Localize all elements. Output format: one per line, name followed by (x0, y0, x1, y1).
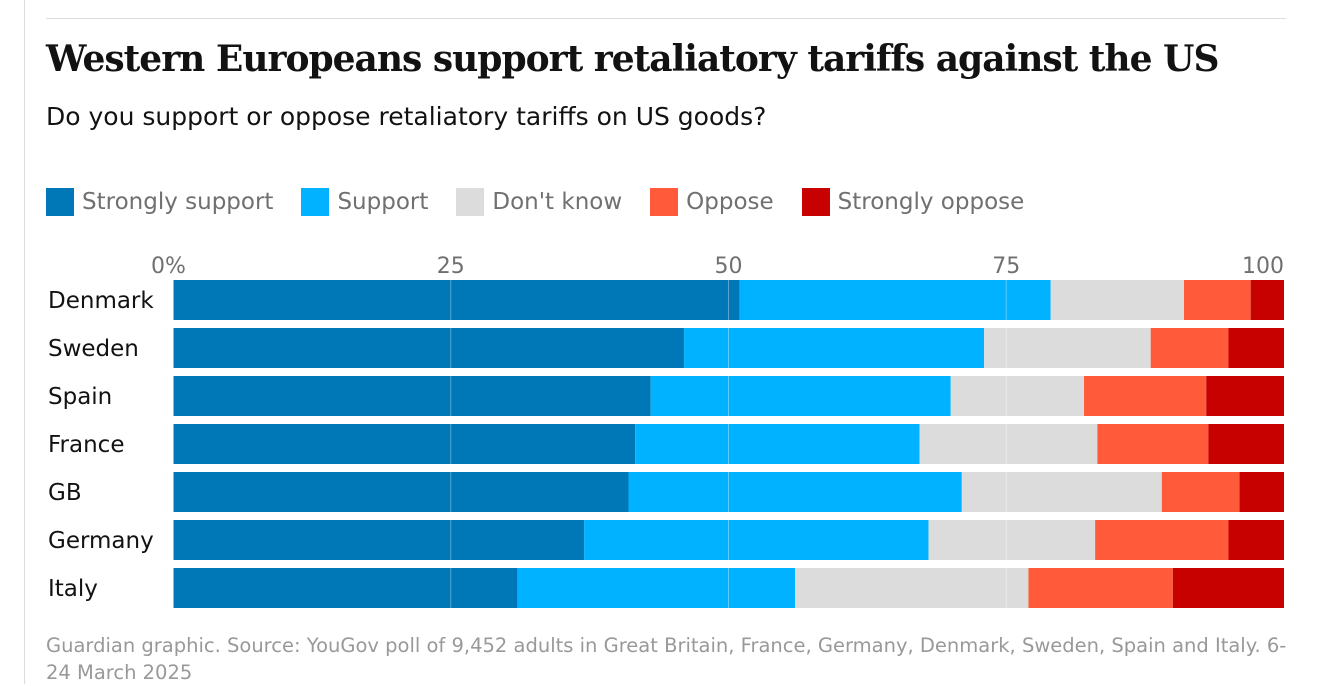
bar-segment-sweden-don-t-know (984, 328, 1151, 368)
legend-item-strongly-support: Strongly support (46, 188, 273, 216)
bar-segment-france-strongly-oppose (1208, 424, 1284, 464)
bar-segment-spain-strongly-support (173, 376, 651, 416)
bar-segment-italy-don-t-know (795, 568, 1029, 608)
x-tick-label: 25 (437, 254, 465, 279)
bar-segment-france-don-t-know (919, 424, 1098, 464)
bar-segment-spain-oppose (1084, 376, 1207, 416)
bar-segment-denmark-don-t-know (1050, 280, 1185, 320)
row-label-germany: Germany (48, 528, 154, 554)
row-label-spain: Spain (48, 384, 112, 410)
bar-segment-germany-oppose (1095, 520, 1229, 560)
legend-label: Strongly support (82, 189, 274, 215)
bar-segment-gb-strongly-support (173, 472, 629, 512)
bar-segment-gb-support (628, 472, 962, 512)
x-tick-label: 0% (151, 254, 186, 279)
bar-segment-denmark-support (739, 280, 1051, 320)
chart-subtitle: Do you support or oppose retaliatory tar… (46, 102, 767, 131)
bar-segment-italy-strongly-support (173, 568, 518, 608)
chart-title: Western Europeans support retaliatory ta… (46, 38, 1219, 80)
bar-segment-denmark-oppose (1184, 280, 1251, 320)
legend-swatch (801, 188, 830, 216)
row-label-italy: Italy (48, 576, 98, 602)
bars (173, 280, 1284, 608)
x-tick-label: 100 (1242, 254, 1284, 279)
legend-swatch (46, 188, 74, 216)
row-label-sweden: Sweden (48, 336, 139, 362)
bar-segment-sweden-support (684, 328, 985, 368)
legend-label: Don't know (492, 189, 623, 215)
bar-segment-sweden-strongly-oppose (1228, 328, 1284, 368)
bar-segment-france-strongly-support (173, 424, 636, 464)
bar-segment-denmark-strongly-support (173, 280, 740, 320)
source-note: Guardian graphic. Source: YouGov poll of… (46, 634, 1287, 684)
legend-item-strongly-oppose: Strongly oppose (801, 188, 1025, 216)
bar-segment-italy-support (517, 568, 796, 608)
row-label-denmark: Denmark (48, 288, 154, 314)
bar-segment-france-support (635, 424, 920, 464)
bar-segment-italy-strongly-oppose (1172, 568, 1284, 608)
legend-item-oppose: Oppose (650, 188, 774, 216)
bar-segment-germany-strongly-oppose (1228, 520, 1284, 560)
legend-label: Oppose (686, 189, 774, 215)
legend-swatch (301, 188, 330, 216)
bar-segment-france-oppose (1097, 424, 1209, 464)
bar-segment-sweden-oppose (1150, 328, 1229, 368)
legend-label: Support (337, 189, 429, 215)
legend-item-support: Support (301, 188, 428, 216)
bar-segment-gb-don-t-know (961, 472, 1162, 512)
bar-segment-spain-support (650, 376, 951, 416)
bar-segment-germany-support (584, 520, 929, 560)
top-rule (46, 18, 1286, 19)
bar-segment-sweden-strongly-support (173, 328, 685, 368)
bar-segment-italy-oppose (1028, 568, 1173, 608)
bar-segment-spain-strongly-oppose (1206, 376, 1284, 416)
x-tick-label: 50 (715, 254, 743, 279)
legend-label: Strongly oppose (837, 189, 1025, 215)
bar-segment-gb-strongly-oppose (1239, 472, 1284, 512)
legend-swatch (456, 188, 485, 216)
bar-segment-gb-oppose (1161, 472, 1240, 512)
graphic-frame (24, 0, 1330, 684)
legend: Strongly support Support Don't know Oppose S… (46, 186, 1052, 218)
bar-segment-spain-don-t-know (950, 376, 1085, 416)
bar-segment-germany-strongly-support (173, 520, 585, 560)
bar-segment-denmark-strongly-oppose (1250, 280, 1284, 320)
x-tick-label: 75 (992, 254, 1020, 279)
row-label-france: France (48, 432, 124, 458)
legend-swatch (650, 188, 679, 216)
legend-item-don-t-know: Don't know (456, 188, 622, 216)
bar-segment-germany-don-t-know (928, 520, 1096, 560)
row-label-gb: GB (48, 480, 82, 506)
